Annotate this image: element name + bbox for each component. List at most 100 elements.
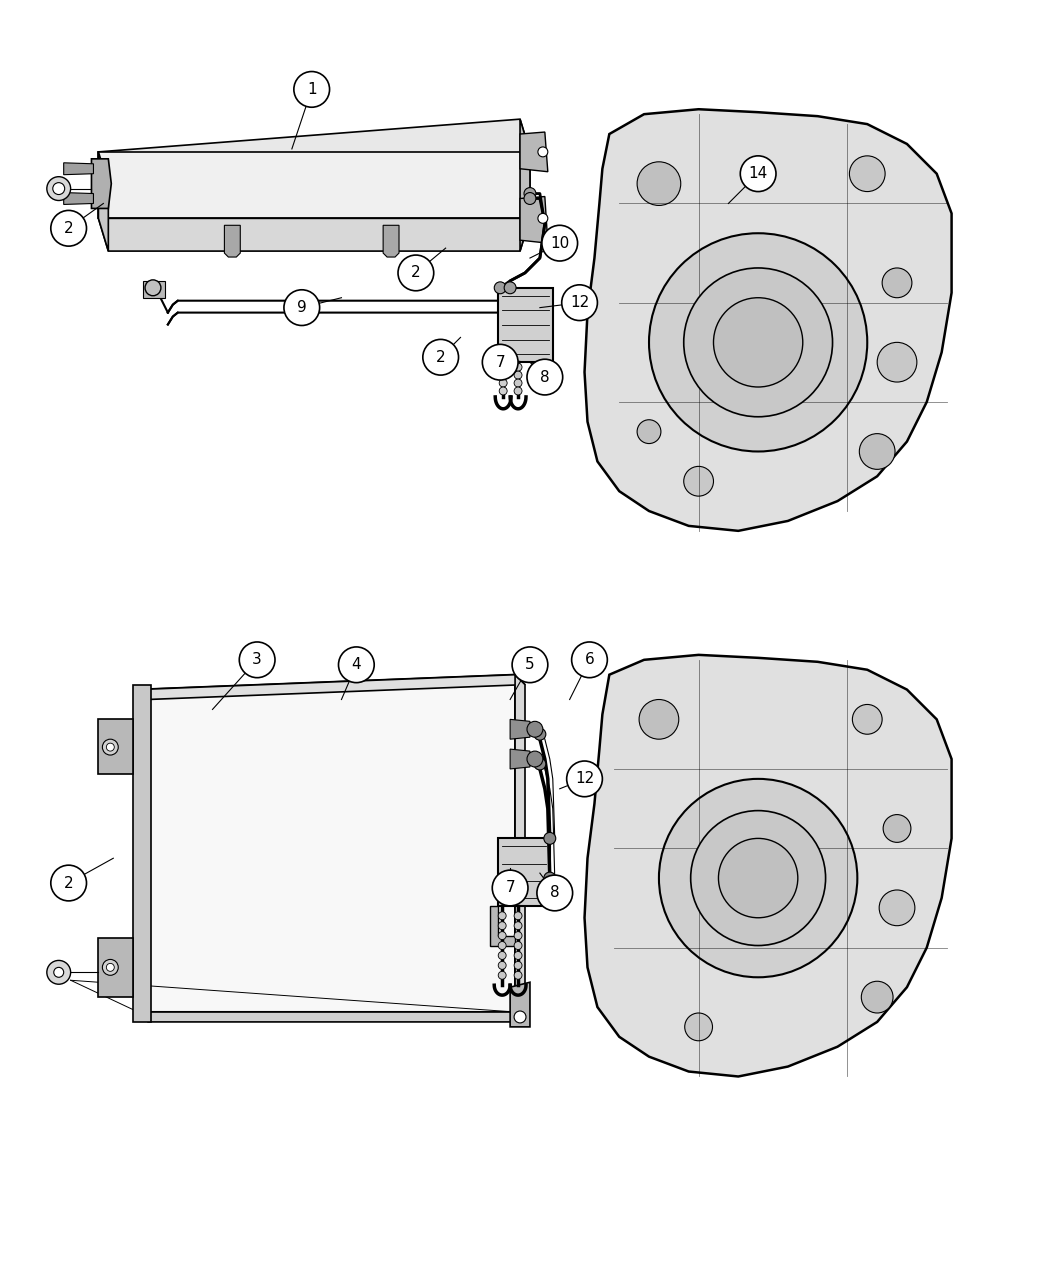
Text: 14: 14 <box>749 166 768 181</box>
Circle shape <box>659 779 858 977</box>
Circle shape <box>534 728 546 741</box>
Circle shape <box>534 759 546 770</box>
Circle shape <box>853 705 882 734</box>
Circle shape <box>499 363 507 371</box>
Polygon shape <box>99 719 133 774</box>
Circle shape <box>859 434 895 469</box>
Circle shape <box>52 182 65 195</box>
Circle shape <box>498 951 506 959</box>
Circle shape <box>514 379 522 388</box>
Circle shape <box>514 388 522 395</box>
Polygon shape <box>64 193 93 204</box>
Circle shape <box>514 951 522 959</box>
Circle shape <box>514 932 522 940</box>
Circle shape <box>498 912 506 919</box>
Polygon shape <box>510 750 530 769</box>
Polygon shape <box>585 655 951 1076</box>
Polygon shape <box>383 226 399 258</box>
Circle shape <box>527 360 563 395</box>
Circle shape <box>883 815 911 843</box>
Circle shape <box>691 811 825 946</box>
Polygon shape <box>139 674 516 1012</box>
Text: 7: 7 <box>496 354 505 370</box>
Text: 8: 8 <box>550 885 560 900</box>
Circle shape <box>294 71 330 107</box>
Polygon shape <box>520 196 548 244</box>
Circle shape <box>639 700 678 739</box>
Circle shape <box>861 982 894 1014</box>
Text: 9: 9 <box>297 300 307 315</box>
Circle shape <box>54 968 64 977</box>
Circle shape <box>398 255 434 291</box>
Circle shape <box>571 643 607 678</box>
Polygon shape <box>99 937 133 997</box>
Circle shape <box>106 743 114 751</box>
Polygon shape <box>490 905 516 946</box>
Circle shape <box>50 866 86 901</box>
Circle shape <box>498 972 506 979</box>
Text: 7: 7 <box>505 881 514 895</box>
Circle shape <box>498 932 506 940</box>
Polygon shape <box>91 159 111 208</box>
Circle shape <box>499 371 507 379</box>
Circle shape <box>684 467 714 496</box>
Circle shape <box>544 833 555 844</box>
Circle shape <box>504 282 516 293</box>
Circle shape <box>637 162 680 205</box>
Text: 5: 5 <box>525 658 534 672</box>
Circle shape <box>514 941 522 950</box>
Circle shape <box>740 156 776 191</box>
Polygon shape <box>510 982 530 1026</box>
Circle shape <box>239 643 275 678</box>
Circle shape <box>524 187 536 199</box>
Circle shape <box>718 839 798 918</box>
Circle shape <box>524 193 536 204</box>
Circle shape <box>498 961 506 969</box>
Polygon shape <box>99 152 108 251</box>
Circle shape <box>514 1011 526 1023</box>
Circle shape <box>538 147 548 157</box>
Circle shape <box>527 751 543 768</box>
Polygon shape <box>99 119 530 184</box>
Polygon shape <box>225 226 240 258</box>
Circle shape <box>879 890 915 926</box>
Polygon shape <box>585 110 951 530</box>
Circle shape <box>103 959 119 975</box>
Circle shape <box>492 870 528 905</box>
Text: 2: 2 <box>64 221 74 236</box>
Text: 12: 12 <box>570 296 589 310</box>
Circle shape <box>284 289 319 325</box>
Circle shape <box>103 740 119 755</box>
Circle shape <box>145 279 161 296</box>
Circle shape <box>482 344 518 380</box>
Circle shape <box>498 941 506 950</box>
Text: 3: 3 <box>252 653 262 667</box>
Circle shape <box>637 419 660 444</box>
Polygon shape <box>510 719 530 739</box>
Text: 10: 10 <box>550 236 569 251</box>
Circle shape <box>877 343 917 382</box>
Circle shape <box>499 379 507 388</box>
Text: 4: 4 <box>352 658 361 672</box>
Polygon shape <box>143 280 165 298</box>
Polygon shape <box>520 133 548 172</box>
Text: 12: 12 <box>575 771 594 787</box>
Circle shape <box>514 961 522 969</box>
FancyBboxPatch shape <box>498 839 550 905</box>
Circle shape <box>685 1014 713 1040</box>
Polygon shape <box>139 674 525 700</box>
Circle shape <box>527 722 543 737</box>
Circle shape <box>514 371 522 379</box>
Circle shape <box>423 339 459 375</box>
Circle shape <box>849 156 885 191</box>
Circle shape <box>714 298 803 388</box>
Text: 2: 2 <box>436 349 445 365</box>
Polygon shape <box>133 685 151 1023</box>
Circle shape <box>544 872 555 884</box>
Circle shape <box>514 972 522 979</box>
Circle shape <box>499 388 507 395</box>
Circle shape <box>567 761 603 797</box>
Circle shape <box>882 268 911 298</box>
Polygon shape <box>99 218 530 251</box>
Text: 2: 2 <box>411 265 421 280</box>
